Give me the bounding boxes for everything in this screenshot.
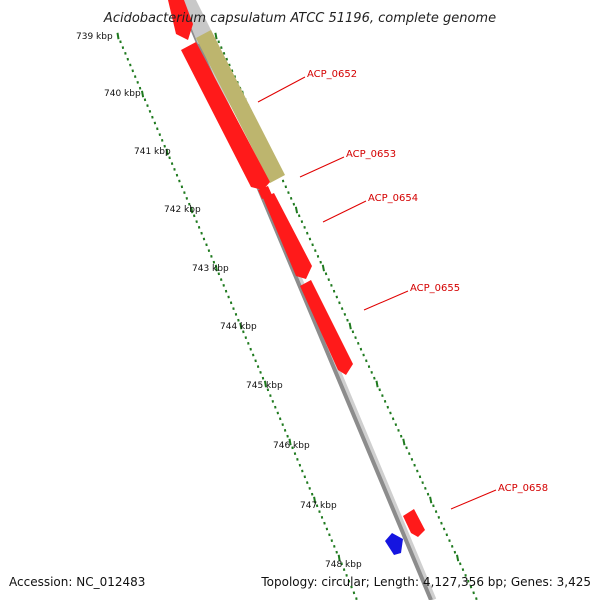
tick-label-741kbp: 741 kbp <box>134 147 171 157</box>
scale-labels: 739 kbp 740 kbp 741 kbp 742 kbp 743 kbp … <box>76 32 362 570</box>
label-ACP_0653[interactable]: ACP_0653 <box>346 149 396 160</box>
scale-dot-outer <box>348 322 352 330</box>
scale-dot-inner <box>263 380 267 388</box>
label-ACP_0652[interactable]: ACP_0652 <box>307 69 357 80</box>
scale-dot-outer <box>294 206 299 214</box>
scale-dot-inner <box>306 481 309 485</box>
leader-line-ACP_0652 <box>257 76 306 103</box>
gene-feature-blue[interactable] <box>385 533 403 555</box>
scale-dot-inner <box>242 330 245 334</box>
scale-dot-outer <box>287 191 290 195</box>
scale-dot-outer <box>408 452 411 456</box>
scale-dot-inner <box>116 32 120 40</box>
scale-dot-outer <box>456 554 460 562</box>
tick-label-745kbp: 745 kbp <box>246 381 283 391</box>
scale-dot-outer <box>410 457 414 461</box>
tick-label-744kbp: 744 kbp <box>220 322 257 332</box>
scale-dot-outer <box>459 562 462 566</box>
gene-labels: ACP_0652 ACP_0653 ACP_0654 ACP_0655 ACP_… <box>257 69 548 510</box>
gene-ACP_0654-cap[interactable] <box>258 186 272 199</box>
scale-dots-inner <box>116 32 358 600</box>
scale-dot-outer <box>391 417 395 421</box>
tick-label-742kbp: 742 kbp <box>164 205 201 215</box>
scale-dot-outer <box>429 496 433 504</box>
tick-label-747kbp: 747 kbp <box>300 501 337 511</box>
scale-dot-outer <box>373 376 376 380</box>
scale-dot-inner <box>337 554 341 562</box>
scale-dot-outer <box>426 492 430 496</box>
genome-summary-text: Topology: circular; Length: 4,127,356 bp… <box>260 575 591 589</box>
label-ACP_0654[interactable]: ACP_0654 <box>368 193 418 204</box>
gene-ACP_0658[interactable] <box>403 509 425 537</box>
scale-dot-outer <box>357 341 360 345</box>
scale-dot-outer <box>324 272 328 276</box>
gene-ACP_0653[interactable] <box>181 42 270 190</box>
tick-label-748kbp: 748 kbp <box>325 560 362 570</box>
scale-dot-outer <box>306 231 309 235</box>
tick-label-740kbp: 740 kbp <box>104 89 141 99</box>
gene-ACP_0654[interactable] <box>263 193 312 279</box>
scale-dot-outer <box>340 307 344 311</box>
leader-line-ACP_0655 <box>363 290 409 311</box>
scale-dot-outer <box>475 597 478 600</box>
map-title: Acidobacterium capsulatum ATCC 51196, co… <box>103 11 496 26</box>
scale-dot-outer <box>289 196 293 200</box>
scale-dot-inner <box>288 438 292 446</box>
scale-dot-inner <box>131 69 134 73</box>
scale-dot-outer <box>424 486 427 490</box>
scale-dot-outer <box>359 347 363 351</box>
accession-text: Accession: NC_012483 <box>9 575 145 589</box>
tick-label-739kbp: 739 kbp <box>76 32 113 42</box>
scale-dot-outer <box>327 278 330 282</box>
scale-dot-inner <box>214 264 218 272</box>
scale-dot-outer <box>321 264 325 272</box>
scale-dot-outer <box>440 521 443 525</box>
scale-dot-outer <box>375 380 379 388</box>
tick-label-746kbp: 746 kbp <box>273 441 310 451</box>
scale-dot-inner <box>190 206 194 214</box>
leader-line-ACP_0658 <box>450 489 497 510</box>
scale-dot-outer <box>338 301 341 305</box>
scale-dot-inner <box>141 90 145 98</box>
leader-line-ACP_0653 <box>299 156 345 178</box>
scale-dot-outer <box>442 527 446 531</box>
leader-line-ACP_0654 <box>322 200 367 223</box>
label-ACP_0658[interactable]: ACP_0658 <box>498 483 548 494</box>
scale-dot-inner <box>352 591 356 595</box>
scale-dot-outer <box>308 237 312 241</box>
scale-dot-outer <box>354 336 357 340</box>
tick-label-743kbp: 743 kbp <box>192 264 229 274</box>
scale-dot-outer <box>394 423 398 427</box>
gene-feature-top-red[interactable] <box>168 0 193 40</box>
scale-dot-outer <box>222 51 226 55</box>
scale-dot-inner <box>313 496 317 504</box>
scale-dot-outer <box>389 411 392 415</box>
scale-dot-inner <box>259 370 262 374</box>
gene-ACP_0655[interactable] <box>300 280 353 375</box>
scale-dot-outer <box>472 591 475 595</box>
scale-dot-outer <box>421 481 424 485</box>
scale-dot-outer <box>225 57 228 61</box>
gene-ACP_0652[interactable] <box>196 30 285 183</box>
scale-dot-inner <box>165 148 169 156</box>
scale-dot-outer <box>214 32 218 40</box>
scale-dot-inner <box>195 220 198 224</box>
label-ACP_0655[interactable]: ACP_0655 <box>410 283 460 294</box>
scale-dot-outer <box>405 446 408 450</box>
scale-dot-outer <box>292 202 296 206</box>
scale-dot-outer <box>220 46 223 50</box>
scale-dot-outer <box>461 568 465 572</box>
scale-dot-outer <box>343 312 347 316</box>
scale-dot-outer <box>402 438 406 446</box>
scale-dot-inner <box>239 322 243 330</box>
scale-dot-inner <box>148 109 152 113</box>
gene-features <box>168 0 425 555</box>
